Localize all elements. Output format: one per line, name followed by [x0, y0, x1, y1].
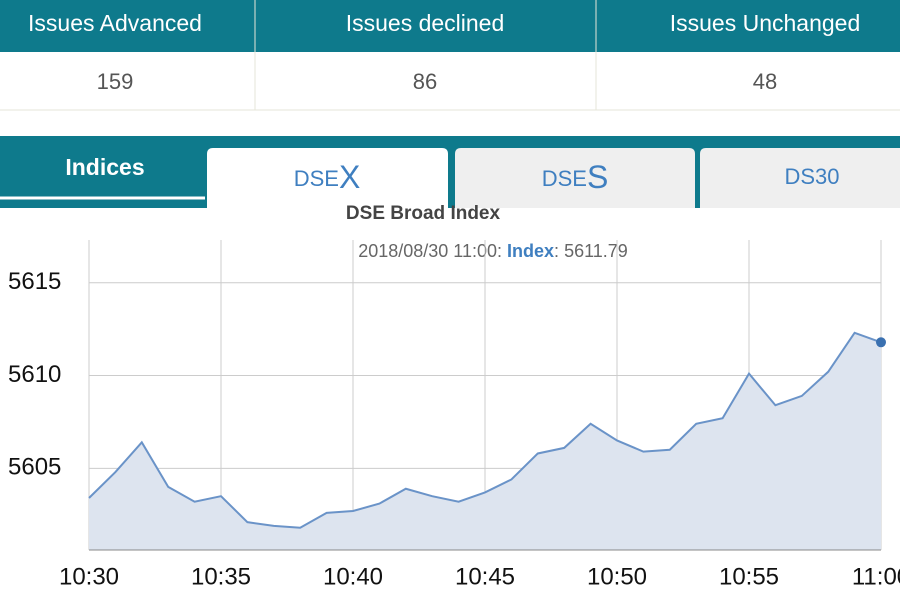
- y-tick-label: 5605: [8, 454, 61, 481]
- tab-small[interactable]: DSE: [542, 166, 587, 191]
- stat-value: 159: [97, 69, 134, 94]
- area: [89, 332, 881, 550]
- tab-small[interactable]: DSE: [294, 166, 339, 191]
- line: [88, 331, 882, 529]
- tab-label: Indices: [65, 154, 144, 180]
- tooltip: 2018/08/30 11:00: Index: 5611.79: [358, 241, 628, 261]
- tooltip-label: Index: [507, 241, 554, 261]
- tab[interactable]: [700, 148, 900, 208]
- stat-header: Issues Advanced: [28, 10, 202, 36]
- y-tick-label: 5610: [8, 361, 61, 388]
- tooltip-date: 2018/08/30 11:00:: [358, 241, 502, 261]
- x-tick-label: 11:00: [852, 563, 900, 590]
- x-tick-label: 10:55: [719, 563, 779, 590]
- stat-value: 48: [753, 69, 777, 94]
- tooltip-value: 5611.79: [564, 241, 628, 261]
- tab[interactable]: [207, 148, 448, 210]
- tab-text[interactable]: DSES: [542, 159, 609, 195]
- point: [876, 337, 886, 348]
- x-tick-label: 10:30: [59, 563, 119, 590]
- x-tick-label: 10:35: [191, 563, 251, 590]
- tab-text[interactable]: DSEX: [294, 159, 361, 195]
- chart-title: DSE Broad Index: [346, 203, 501, 224]
- stat-header: Issues declined: [346, 10, 505, 36]
- chart: 5605 5610 5615 10:30 10:35 10:40 10:45 10:50 10:…: [8, 240, 900, 590]
- x-tick-label: 10:45: [455, 563, 515, 590]
- tab-text[interactable]: DS30: [784, 164, 839, 189]
- x-tick-label: 10:40: [323, 563, 383, 590]
- stat-value: 86: [413, 69, 437, 94]
- x-tick-label: 10:50: [587, 563, 647, 590]
- stats-header: [0, 0, 900, 52]
- tooltip-sep: :: [554, 241, 564, 261]
- y-tick-label: 5615: [8, 268, 61, 295]
- tab-big[interactable]: S: [587, 159, 608, 195]
- tab[interactable]: [455, 148, 695, 208]
- stat-header: Issues Unchanged: [670, 10, 861, 36]
- tab-big[interactable]: X: [339, 159, 360, 195]
